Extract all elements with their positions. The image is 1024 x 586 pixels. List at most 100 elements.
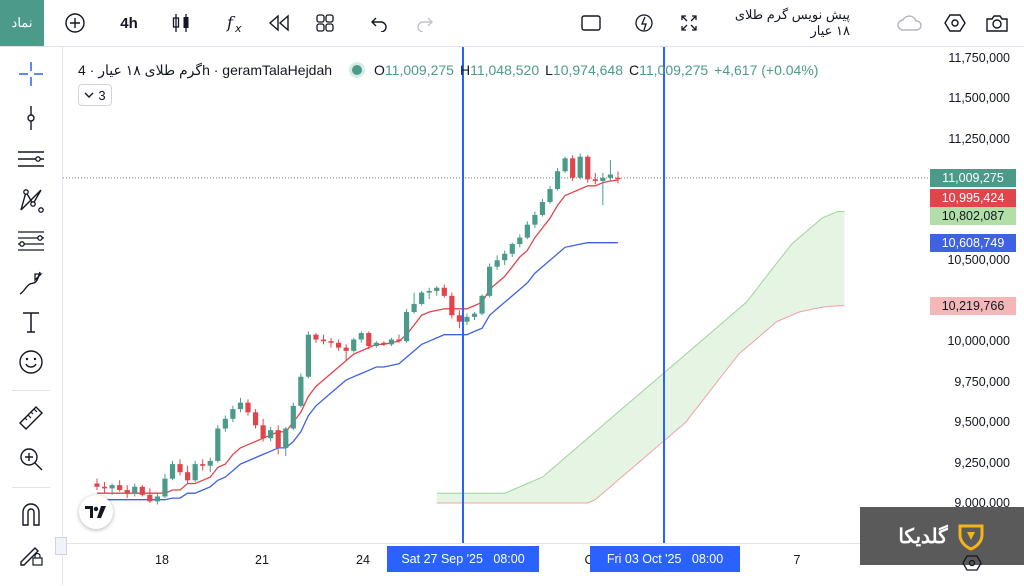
price-label: 11,009,275: [930, 169, 1016, 187]
candle-body: [517, 237, 523, 245]
settings-hex-icon[interactable]: [940, 8, 970, 38]
tradingview-logo[interactable]: [79, 495, 113, 529]
candle-body: [200, 464, 206, 466]
zoom-icon[interactable]: [14, 444, 48, 474]
magnet-icon[interactable]: [14, 499, 48, 529]
legend-title[interactable]: گرم طلای ۱۸ عیار · 4h · geramTalaHejdah: [78, 61, 333, 78]
time-tick: 18: [155, 553, 169, 567]
candle-body: [139, 486, 145, 495]
candle-body: [275, 430, 281, 448]
fib-icon[interactable]: [14, 226, 48, 256]
candle-body: [487, 266, 493, 296]
brush-icon[interactable]: [14, 269, 48, 299]
close-value: 11,009,275: [639, 62, 709, 78]
interval-button[interactable]: 4h: [120, 14, 138, 32]
candle-body: [388, 339, 395, 345]
price-tick: 11,750,000: [948, 51, 1010, 65]
alert-icon[interactable]: [630, 8, 660, 38]
emoji-icon[interactable]: [14, 347, 48, 377]
candle-body: [117, 485, 123, 491]
drawing-toolbar: [0, 47, 63, 585]
candle-body: [268, 430, 274, 439]
add-symbol-icon[interactable]: [60, 8, 90, 38]
price-tick: 11,500,000: [948, 91, 1010, 106]
market-status-dot[interactable]: [352, 65, 363, 75]
lock-draw-icon[interactable]: [14, 539, 48, 569]
indicator-lines: [97, 179, 618, 501]
candle-body: [592, 179, 598, 181]
indicators-toggle[interactable]: 3: [78, 84, 112, 106]
candle-body: [464, 316, 470, 322]
candle-body: [509, 244, 515, 254]
candle-body: [215, 428, 221, 461]
candle-body: [185, 472, 191, 481]
candle-body: [403, 312, 410, 342]
candle-body: [554, 171, 561, 190]
candle-body: [441, 287, 447, 296]
horizontal-lines-icon[interactable]: [14, 144, 48, 174]
price-label: 10,995,424: [930, 189, 1016, 207]
candle-body: [290, 405, 296, 429]
brand-shield-icon: [958, 524, 984, 551]
open-label: O: [374, 62, 385, 78]
candle-body: [471, 313, 478, 317]
candle-body: [147, 494, 153, 502]
chart-legend: گرم طلای ۱۸ عیار · 4h · geramTalaHejdah …: [78, 60, 824, 80]
candle-body: [124, 490, 130, 494]
candles-icon[interactable]: [166, 8, 196, 38]
candle-body: [449, 295, 455, 316]
candle-body: [426, 290, 432, 293]
symbol-button[interactable]: نماد: [0, 0, 44, 46]
toolbar-divider: [12, 390, 50, 391]
candle-body: [351, 339, 357, 351]
time-tick: 21: [255, 553, 269, 567]
pattern-icon[interactable]: [14, 185, 48, 215]
cloud-fill: [436, 211, 845, 503]
time-flag-1[interactable]: Sat 27 Sep '25 08:00: [387, 546, 539, 572]
ruler-icon[interactable]: [14, 403, 48, 433]
axis-settings-icon[interactable]: [962, 553, 982, 573]
replay-icon[interactable]: [264, 8, 294, 38]
scroll-left-tab[interactable]: [55, 537, 67, 555]
candle-body: [132, 486, 138, 494]
price-tick: 11,250,000: [948, 131, 1010, 146]
candle-body: [260, 425, 266, 439]
redo-icon[interactable]: [410, 8, 440, 38]
candle-body: [177, 464, 183, 473]
ichimoku-cloud: [436, 210, 845, 504]
candle-body: [169, 464, 176, 479]
expand-icon[interactable]: [674, 8, 704, 38]
price-label: 10,802,087: [930, 207, 1016, 225]
candle-body: [577, 156, 583, 178]
undo-icon[interactable]: [364, 8, 394, 38]
cloud-save-icon[interactable]: [892, 8, 928, 38]
candle-body: [237, 402, 244, 410]
candle-body: [585, 156, 591, 180]
layout-title[interactable]: پیش نویس گرم طلای ۱۸ عیار: [734, 7, 850, 38]
candle-body: [562, 158, 568, 172]
cloud-upper-line: [436, 210, 845, 494]
candle-body: [494, 260, 500, 267]
candle-body: [320, 339, 327, 342]
trend-line-icon[interactable]: [14, 103, 48, 133]
candle-body: [230, 409, 236, 419]
crosshair-icon[interactable]: [14, 59, 48, 89]
candle-body: [109, 485, 115, 489]
price-tick: 10,000,000: [947, 334, 1010, 349]
time-flag-2[interactable]: Fri 03 Oct '25 08:00: [590, 546, 740, 572]
layouts-grid-icon[interactable]: [310, 8, 340, 38]
close-label: C: [629, 62, 640, 78]
text-icon[interactable]: [14, 307, 48, 337]
candle-body: [607, 174, 613, 178]
time-tick: 24: [356, 553, 370, 567]
fullscreen-rect-icon[interactable]: [576, 8, 606, 38]
price-chart[interactable]: [63, 47, 934, 543]
candle-body: [479, 295, 485, 314]
candle-body: [570, 158, 576, 178]
candle-body: [600, 177, 606, 181]
candle-body: [298, 376, 304, 406]
camera-icon[interactable]: [982, 8, 1012, 38]
price-axis[interactable]: [934, 47, 1024, 543]
